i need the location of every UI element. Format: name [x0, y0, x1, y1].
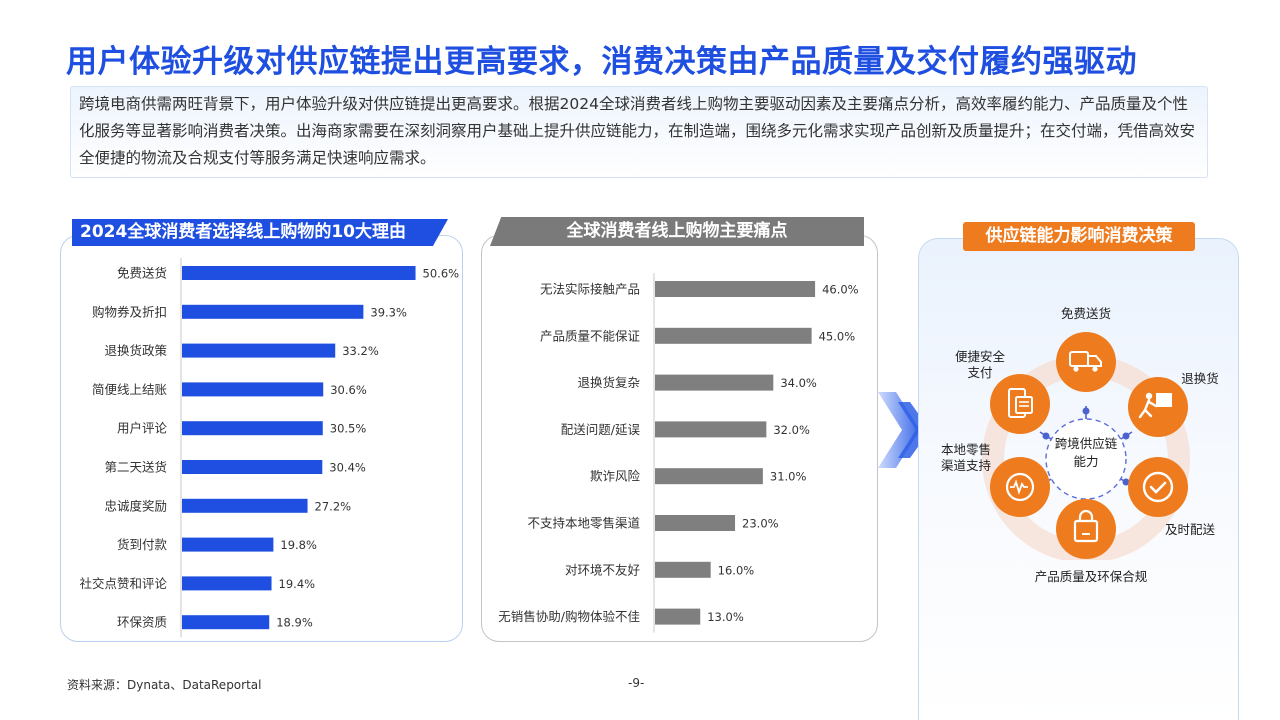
bar [182, 304, 364, 319]
category-label: 货到付款 [117, 537, 168, 552]
category-label: 忠诚度奖励 [104, 498, 167, 513]
value-label: 16.0% [718, 563, 755, 577]
value-label: 19.4% [279, 577, 316, 591]
category-label: 第二天送货 [104, 460, 167, 475]
hub-label-timely-delivery: 及时配送 [1164, 522, 1215, 537]
shopping-bag-icon [1056, 499, 1116, 559]
value-label: 31.0% [770, 470, 807, 484]
pain-points-panel-title: 全球消费者线上购物主要痛点 [490, 217, 864, 246]
category-label: 退换货复杂 [577, 375, 640, 390]
bar [182, 460, 323, 474]
hub-label-quality-compliance: 产品质量及环保合规 [1034, 569, 1148, 584]
pulse-icon [990, 457, 1050, 517]
bar [182, 576, 272, 591]
category-label: 环保资质 [117, 615, 167, 630]
value-label: 45.0% [819, 329, 856, 343]
category-label: 欺诈风险 [590, 469, 641, 484]
category-label: 无法实际接触产品 [540, 282, 640, 297]
bar [655, 327, 812, 344]
value-label: 30.4% [329, 461, 366, 475]
source-note: 资料来源：Dynata、DataReportal [67, 678, 262, 692]
category-label: 产品质量不能保证 [540, 328, 641, 343]
category-label: 对环境不友好 [565, 562, 640, 577]
reasons-panel [60, 235, 463, 642]
category-label: 购物券及折扣 [92, 304, 167, 319]
bar [182, 421, 323, 436]
bar [655, 468, 763, 485]
value-label: 13.0% [707, 610, 744, 624]
hub-center-label: 跨境供应链能力 [1054, 436, 1118, 469]
value-label: 27.2% [315, 499, 352, 513]
page-number: -9- [628, 676, 645, 690]
bar [182, 537, 274, 552]
category-label: 无销售协助/购物体验不佳 [498, 609, 640, 624]
value-label: 50.6% [423, 267, 460, 281]
mobile-payment-icon [990, 374, 1050, 434]
page-title: 用户体验升级对供应链提出更高要求，消费决策由产品质量及交付履约强驱动 [66, 44, 1137, 80]
truck-icon [1056, 332, 1116, 392]
reasons-panel-title: 2024全球消费者选择线上购物的10大理由 [72, 219, 448, 246]
bar [182, 615, 270, 630]
category-label: 用户评论 [117, 421, 168, 436]
check-circle-icon [1128, 457, 1188, 517]
value-label: 46.0% [822, 283, 859, 297]
bar [655, 561, 711, 578]
bar [182, 498, 308, 513]
supply-chain-hub-diagram [982, 332, 1190, 560]
hub-label-secure-payment: 便捷安全支付 [954, 349, 1005, 380]
category-label: 退换货政策 [104, 343, 167, 358]
value-label: 19.8% [280, 538, 317, 552]
bar [655, 608, 701, 625]
pain-points-bar-chart: 无法实际接触产品 46.0% 产品质量不能保证 45.0% 退换货复杂 34.0% 配送问题… [498, 273, 859, 633]
hub-label-free-shipping: 免费送货 [1060, 306, 1111, 321]
bar [182, 343, 336, 358]
value-label: 32.0% [773, 423, 810, 437]
bar [182, 382, 324, 397]
value-label: 33.2% [342, 344, 379, 358]
return-box-icon [1128, 377, 1188, 437]
category-label: 简便线上结账 [92, 382, 168, 397]
category-label: 免费送货 [117, 266, 167, 281]
bar [655, 281, 816, 297]
value-label: 39.3% [370, 305, 407, 319]
bar [655, 374, 774, 391]
bar [182, 266, 416, 280]
value-label: 30.6% [330, 383, 367, 397]
category-label: 不支持本地零售渠道 [527, 516, 640, 531]
category-label: 配送问题/延误 [561, 422, 641, 437]
summary-text: 跨境电商供需两旺背景下，用户体验升级对供应链提出更高要求。根据2024全球消费者… [70, 86, 1208, 178]
value-label: 23.0% [742, 517, 779, 531]
reasons-bar-chart: 免费送货 50.6% 购物券及折扣 39.3% 退换货政策 33.2% 简便线上结账 30.6… [79, 258, 460, 638]
value-label: 18.9% [276, 616, 313, 630]
hub-label-returns: 退换货 [1181, 371, 1219, 386]
bar [655, 421, 767, 438]
bar [655, 515, 736, 531]
hub-label-local-retail: 本地零售渠道支持 [940, 442, 991, 473]
value-label: 30.5% [330, 422, 367, 436]
category-label: 社交点赞和评论 [79, 576, 167, 591]
supply-chain-panel-title: 供应链能力影响消费决策 [963, 222, 1195, 251]
value-label: 34.0% [780, 376, 817, 390]
